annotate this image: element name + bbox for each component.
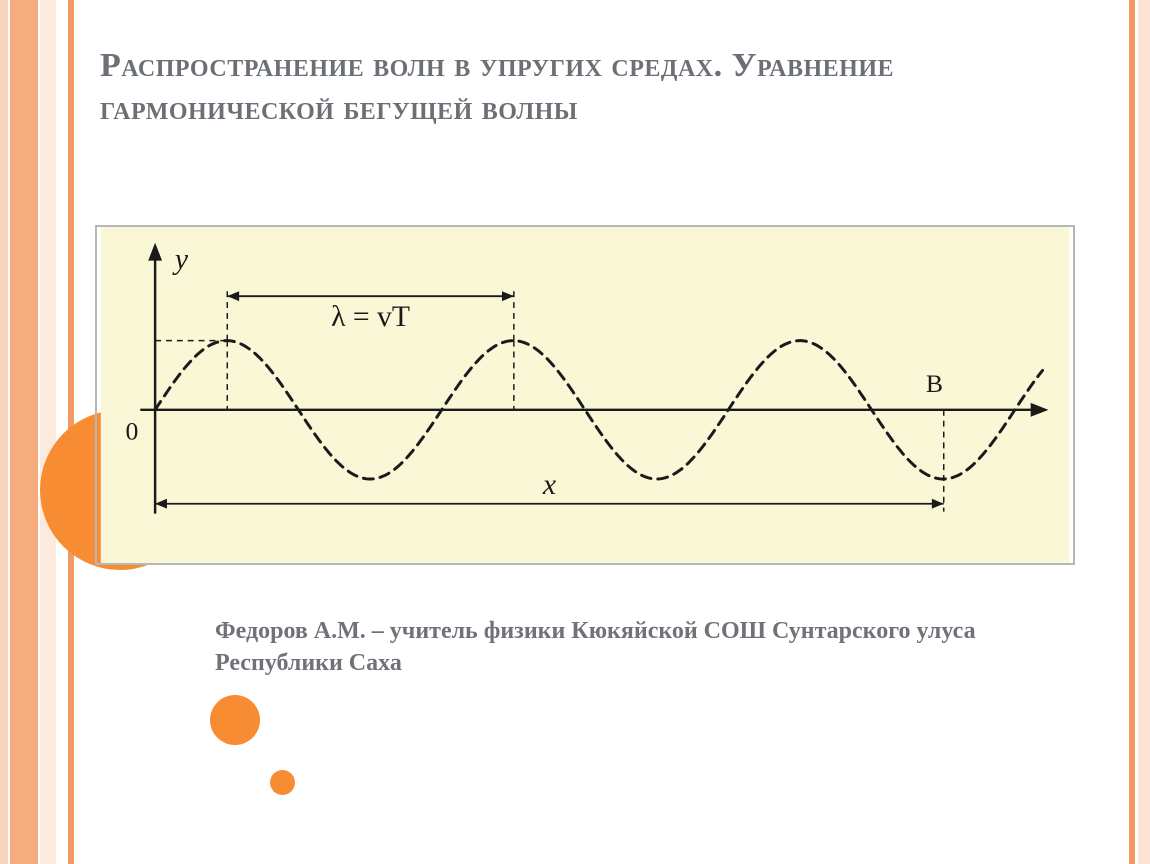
slide: Распространение волн в упругих средах. У… <box>0 0 1150 864</box>
wave-chart: y 0 λ = vT x B <box>95 225 1075 565</box>
svg-text:x: x <box>542 469 556 501</box>
decor-stripe <box>1129 0 1135 864</box>
decor-stripe <box>0 0 8 864</box>
content-area: Распространение волн в упругих средах. У… <box>100 45 1100 130</box>
svg-text:λ = vT: λ = vT <box>331 301 410 333</box>
decor-stripe <box>10 0 38 864</box>
svg-text:B: B <box>926 369 943 398</box>
decor-stripe <box>40 0 56 864</box>
wave-svg: y 0 λ = vT x B <box>97 227 1073 563</box>
svg-text:y: y <box>172 244 189 276</box>
svg-text:0: 0 <box>125 416 138 445</box>
author-credit: Федоров А.М. – учитель физики Кюкяйской … <box>215 615 1015 680</box>
decor-stripe <box>1138 0 1150 864</box>
slide-title: Распространение волн в упругих средах. У… <box>100 45 1100 130</box>
decor-circle <box>210 695 260 745</box>
decor-circle <box>270 770 295 795</box>
